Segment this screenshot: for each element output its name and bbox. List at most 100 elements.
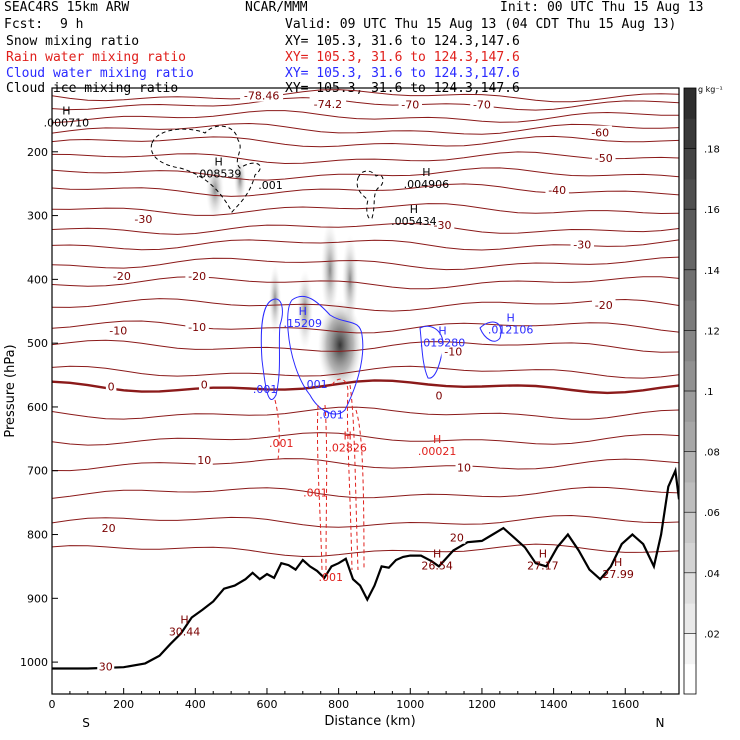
x-tick-label: 1200	[468, 698, 496, 711]
isotherm-line	[52, 339, 679, 353]
field-contour-label: .001	[318, 571, 343, 584]
colorbar-swatch	[684, 118, 696, 150]
isotherm-label: 0	[435, 389, 442, 402]
isotherm-label: -20	[113, 270, 131, 283]
rain-water-contour	[316, 404, 328, 571]
colorbar-tick-label: .08	[704, 448, 720, 459]
colorbar-swatch	[684, 148, 696, 180]
high-marker: H	[506, 312, 514, 325]
y-tick-label: 900	[27, 592, 48, 605]
isotherm-line	[52, 298, 679, 312]
axes: 0 200 400 600 800 1000 1200 1400 160020030040050…	[20, 146, 662, 711]
isotherm-line	[52, 432, 679, 446]
colorbar-tick-label: .16	[704, 205, 720, 216]
isotherm-label: -30	[434, 219, 452, 232]
isotherm-line	[52, 122, 679, 135]
colorbar-tick-label: .14	[704, 266, 720, 277]
isotherm-label-bg	[455, 460, 473, 474]
temperature-isotherms	[52, 89, 679, 558]
field-cloudwater-name: Cloud water mixing ratio	[6, 66, 194, 81]
isotherm-label: -10	[109, 324, 127, 337]
rain-water-contour	[274, 399, 280, 461]
colorbar-swatch	[684, 451, 696, 483]
field-snow-name: Snow mixing ratio	[6, 34, 140, 49]
high-marker: H	[410, 203, 418, 216]
isotherm-label: -20	[188, 270, 206, 283]
colorbar-swatch	[684, 542, 696, 574]
isotherm-label-bg	[448, 530, 466, 544]
y-tick-label: 800	[27, 529, 48, 542]
isotherm-label-bg	[110, 269, 134, 283]
colorbar-tick-label: .02	[704, 629, 720, 640]
isotherm-label: 30	[99, 661, 113, 674]
snow-plume-shade	[342, 235, 358, 325]
colorbar-units: g kg⁻¹	[698, 85, 723, 94]
x-tick-label: 1000	[396, 698, 424, 711]
high-marker: H	[214, 155, 222, 168]
contour-labels: -78.46 -74.2 -70 -70 -60 -50 -40 -30 -30 -30 -20 -2…	[44, 88, 634, 674]
isotherm-label: -30	[573, 238, 591, 251]
high-value-label: 26.54	[421, 560, 453, 573]
colorbar-swatch	[684, 421, 696, 453]
high-value-label: 27.17	[527, 560, 559, 573]
high-value-label: .00021	[418, 445, 457, 458]
isotherm-label-bg	[441, 344, 466, 358]
isotherm-label: -40	[548, 184, 566, 197]
colorbar-swatch	[684, 239, 696, 271]
isotherm-label-bg	[100, 521, 118, 535]
high-value-label: 30.44	[169, 625, 201, 638]
terrain-polyline	[52, 466, 679, 670]
isotherm-label: 10	[197, 454, 211, 467]
y-tick-label: 500	[27, 337, 48, 350]
y-tick-label: 400	[27, 273, 48, 286]
colorbar-swatch	[684, 178, 696, 210]
x-tick-label: 600	[256, 698, 277, 711]
colorbar-tick-label: .06	[704, 508, 720, 519]
isotherm-line	[52, 110, 679, 124]
isotherm-label-bg	[592, 151, 616, 165]
isotherm-line	[52, 256, 679, 271]
isotherm-label: -70	[473, 99, 491, 112]
isotherm-label: 20	[450, 532, 464, 545]
isotherm-label-bg	[131, 211, 156, 225]
y-tick-label: 1000	[20, 656, 48, 669]
colorbar-swatch	[684, 391, 696, 422]
high-marker: H	[614, 556, 622, 569]
high-marker: H	[433, 433, 441, 446]
colorbar-swatch	[684, 481, 696, 513]
isotherm-line	[52, 320, 679, 334]
endpoint-north: N	[656, 716, 665, 730]
colorbar-swatch	[684, 360, 696, 392]
cloud-ice-contour	[356, 170, 384, 220]
isotherm-label: -70	[401, 99, 419, 112]
isotherm-line	[52, 276, 679, 290]
isotherm-label-bg	[545, 183, 569, 197]
field-contour-label: .001	[319, 408, 344, 421]
mixing-ratio-contours	[150, 125, 502, 571]
rain-water-contour	[355, 409, 365, 571]
high-value-label: .005434	[391, 215, 437, 228]
x-tick-label: 1600	[611, 698, 639, 711]
isotherm-label-bg	[433, 388, 445, 402]
x-tick-label: 200	[113, 698, 134, 711]
isotherm-label: -20	[595, 299, 613, 312]
isotherm-line	[52, 203, 679, 216]
isotherm-label-bg	[97, 659, 115, 673]
field-cloudwater-xy: XY= 105.3, 31.6 to 124.3,147.6	[285, 66, 520, 81]
isotherm-line	[52, 89, 679, 103]
isotherm-line	[52, 183, 679, 197]
init-time: Init: 00 UTC Thu 15 Aug 13	[500, 0, 704, 15]
colorbar-swatch	[684, 633, 696, 665]
isotherm-line	[52, 97, 679, 111]
y-tick-label: 600	[27, 401, 48, 414]
snow-core-shade	[318, 300, 362, 390]
high-marker: H	[438, 324, 446, 337]
snow-mixing-ratio-shading	[206, 158, 362, 390]
isotherm-label: -10	[188, 321, 206, 334]
fcst-value: 9 h	[60, 17, 84, 32]
isotherm-label-bg	[398, 97, 423, 111]
y-tick-label: 300	[27, 210, 48, 223]
y-tick-label: 700	[27, 465, 48, 478]
colorbar-swatch	[684, 269, 696, 301]
